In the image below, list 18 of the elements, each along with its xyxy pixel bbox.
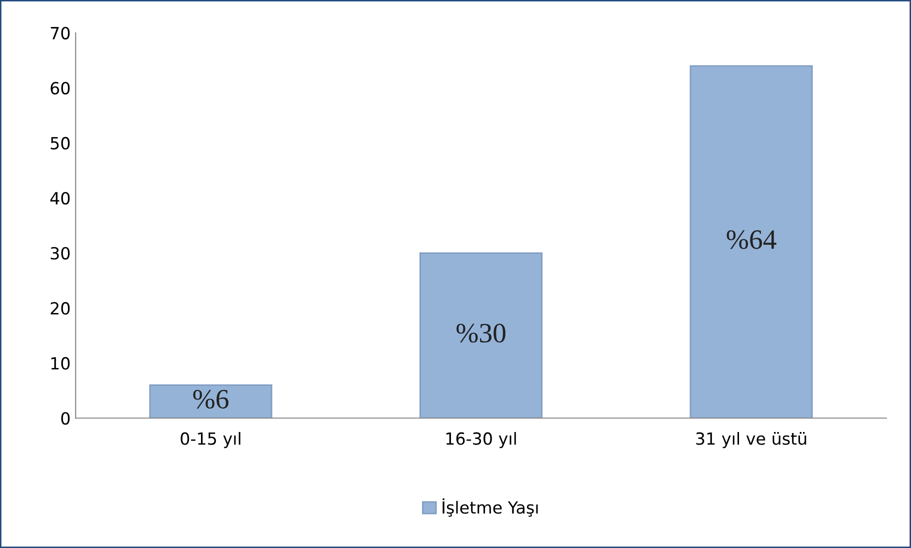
bar: [690, 65, 813, 418]
y-tick-label: 10: [51, 357, 70, 370]
bar: [149, 384, 272, 418]
data-label: %64: [726, 230, 776, 250]
x-tick-label: 0-15 yıl: [180, 432, 240, 448]
bar: [420, 252, 543, 418]
data-label: %6: [193, 390, 228, 409]
y-tick-label: 30: [50, 246, 70, 260]
legend-label: İşletme Yaşı: [442, 498, 538, 517]
y-tick-label: 20: [50, 302, 70, 315]
x-tick-label: 31 yıl ve üstü: [696, 432, 806, 448]
y-tick-label: 0: [61, 412, 70, 425]
x-tick-label: 16-30 yıl: [446, 432, 516, 448]
y-tick-label: 60: [50, 82, 70, 94]
data-label: %30: [456, 324, 506, 343]
y-tick-label: 40: [50, 192, 70, 205]
y-tick-label: 70: [50, 26, 70, 40]
y-tick-label: 50: [50, 136, 70, 150]
